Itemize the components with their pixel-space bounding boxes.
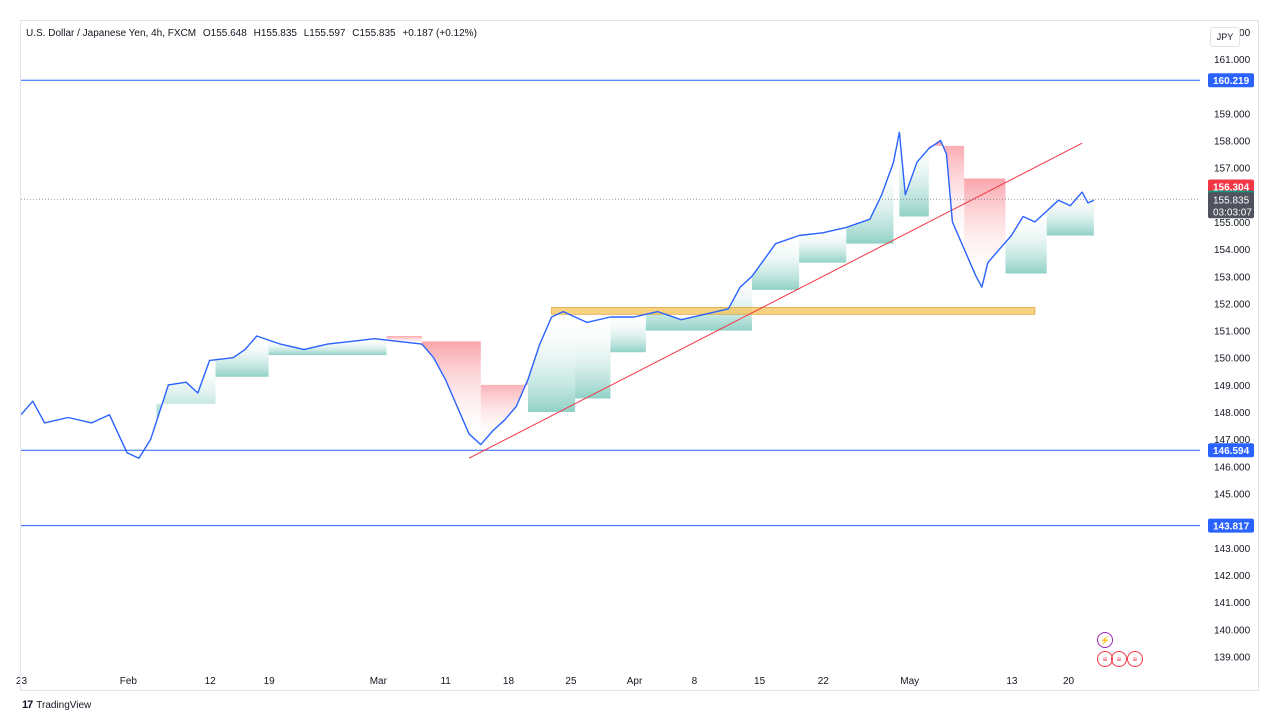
level-tag-1: 146.594 <box>1213 446 1250 457</box>
symbol-header: U.S. Dollar / Japanese Yen, 4h, FXCM O15… <box>26 28 481 39</box>
x-tick-label-8: Apr <box>627 676 643 687</box>
y-tick-label-15: 145.000 <box>1214 489 1251 500</box>
high-value: H155.835 <box>253 28 297 39</box>
x-tick-label-5: 11 <box>440 676 451 687</box>
y-tick-label-6: 154.000 <box>1214 245 1251 256</box>
cloud-band-14 <box>928 141 965 250</box>
cloud-band-10 <box>751 235 800 290</box>
tradingview-logo-icon[interactable]: 17 <box>22 699 33 711</box>
trendline <box>468 142 1083 459</box>
x-tick-label-9: 8 <box>692 676 698 687</box>
y-tick-label-9: 151.000 <box>1214 327 1251 338</box>
cloud-band-1 <box>215 336 269 377</box>
x-tick-label-4: Mar <box>370 676 388 687</box>
support-zone <box>551 307 1036 315</box>
cloud-band-6 <box>527 311 576 413</box>
cloud-band-11 <box>799 227 847 263</box>
close-value: C155.835 <box>352 28 396 39</box>
x-tick-label-12: May <box>900 676 919 687</box>
price-tag-0-bg <box>1208 179 1254 194</box>
footer: 17 TradingView <box>22 699 91 711</box>
cloud-band-15 <box>964 178 1006 285</box>
y-tick-label-5: 155.000 <box>1214 218 1251 229</box>
cloud-band-0 <box>156 359 216 422</box>
y-tick-label-14: 146.000 <box>1214 462 1251 473</box>
y-tick-label-20: 139.000 <box>1214 652 1251 663</box>
chart-frame <box>20 20 1259 691</box>
x-tick-label-14: 20 <box>1063 676 1075 687</box>
x-tick-label-10: 15 <box>754 676 766 687</box>
lightning-icon[interactable]: ⚡ <box>1097 632 1113 648</box>
cloud-band-13 <box>899 132 929 217</box>
currency-button[interactable]: JPY <box>1210 27 1240 47</box>
y-tick-label-1: 161.000 <box>1214 55 1251 66</box>
brand-label[interactable]: TradingView <box>36 699 92 711</box>
current-price-tag-bg <box>1208 192 1254 219</box>
y-tick-label-4: 157.000 <box>1214 164 1251 175</box>
y-tick-label-2: 159.000 <box>1214 109 1251 120</box>
open-value: O155.648 <box>202 28 247 39</box>
price-tag-0: 156.304 <box>1213 183 1250 194</box>
change-value: +0.187 (+0.12%) <box>402 28 477 39</box>
cloud-band-17 <box>1046 192 1094 236</box>
us-flag-event-icon-3[interactable]: ≡ <box>1127 651 1143 667</box>
y-tick-label-13: 147.000 <box>1214 435 1251 446</box>
level-tag-1-bg <box>1208 443 1254 458</box>
symbol-title[interactable]: U.S. Dollar / Japanese Yen, 4h, FXCM <box>26 28 197 39</box>
level-tag-0-bg <box>1208 73 1254 88</box>
low-value: L155.597 <box>303 28 346 39</box>
x-tick-label-7: 25 <box>565 676 577 687</box>
x-tick-label-1: Feb <box>120 676 138 687</box>
price-line <box>20 131 1095 459</box>
countdown-tag: 03:03:07 <box>1213 207 1252 218</box>
cloud-band-5 <box>480 379 528 445</box>
current-price-tag: 155.835 <box>1213 195 1250 206</box>
y-tick-label-18: 141.000 <box>1214 598 1251 609</box>
y-tick-label-7: 153.000 <box>1214 272 1251 283</box>
y-tick-label-10: 150.000 <box>1214 354 1251 365</box>
us-flag-event-icon-2[interactable]: ≡ <box>1111 651 1127 667</box>
cloud-band-7 <box>575 317 611 399</box>
y-tick-label-3: 158.000 <box>1214 136 1251 147</box>
cloud-band-8 <box>610 314 646 353</box>
x-tick-label-0: 23 <box>16 676 28 687</box>
x-tick-label-11: 22 <box>818 676 830 687</box>
cloud-band-16 <box>1005 211 1047 274</box>
level-tag-2-bg <box>1208 518 1254 533</box>
level-tag-0: 160.219 <box>1213 76 1250 87</box>
y-tick-label-11: 149.000 <box>1214 381 1251 392</box>
cloud-band-3 <box>386 335 422 345</box>
x-tick-label-6: 18 <box>503 676 515 687</box>
y-tick-label-16: 143.000 <box>1214 544 1251 555</box>
y-tick-label-12: 148.000 <box>1214 408 1251 419</box>
y-tick-label-19: 140.000 <box>1214 625 1251 636</box>
cloud-band-2 <box>268 338 387 356</box>
x-tick-label-3: 19 <box>264 676 276 687</box>
y-tick-label-8: 152.000 <box>1214 299 1251 310</box>
x-tick-label-2: 12 <box>205 676 217 687</box>
level-tag-2: 143.817 <box>1213 522 1250 533</box>
y-tick-label-17: 142.000 <box>1214 571 1251 582</box>
x-tick-label-13: 13 <box>1006 676 1018 687</box>
